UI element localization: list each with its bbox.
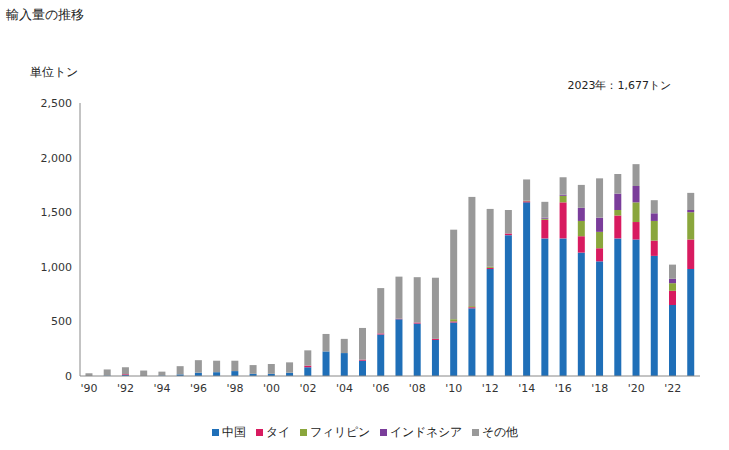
- svg-text:'00: '00: [263, 382, 280, 395]
- svg-text:'22: '22: [664, 382, 681, 395]
- svg-text:500: 500: [51, 315, 72, 328]
- svg-text:'02: '02: [299, 382, 316, 395]
- html-text:輸入量の推移: 輸入量の推移: [6, 7, 84, 22]
- html-text:中国: 中国: [221, 425, 246, 439]
- svg-text:1,000: 1,000: [41, 261, 73, 274]
- html-text:2023年：1,677トン: 2023年：1,677トン: [567, 79, 671, 92]
- svg-text:'12: '12: [482, 382, 499, 395]
- html-text:その他: その他: [481, 425, 518, 439]
- svg-text:2,000: 2,000: [41, 152, 73, 165]
- html-text:インドネシア: インドネシア: [389, 425, 462, 439]
- html-text:単位トン: 単位トン: [30, 65, 78, 79]
- svg-text:'20: '20: [628, 382, 645, 395]
- svg-text:'08: '08: [409, 382, 426, 395]
- svg-text:'14: '14: [518, 382, 535, 395]
- svg-text:'18: '18: [591, 382, 608, 395]
- html-text:タイ: タイ: [265, 425, 290, 439]
- svg-text:'92: '92: [117, 382, 134, 395]
- svg-text:'16: '16: [555, 382, 572, 395]
- svg-text:'98: '98: [226, 382, 243, 395]
- svg-text:'94: '94: [154, 382, 171, 395]
- svg-text:'90: '90: [81, 382, 98, 395]
- svg-text:2,500: 2,500: [41, 97, 73, 110]
- svg-text:'06: '06: [372, 382, 389, 395]
- svg-text:'04: '04: [336, 382, 353, 395]
- svg-text:'10: '10: [445, 382, 462, 395]
- svg-text:'96: '96: [190, 382, 207, 395]
- svg-text:0: 0: [65, 370, 72, 383]
- html-text:フィリピン: フィリピン: [309, 425, 370, 439]
- svg-text:1,500: 1,500: [41, 206, 73, 219]
